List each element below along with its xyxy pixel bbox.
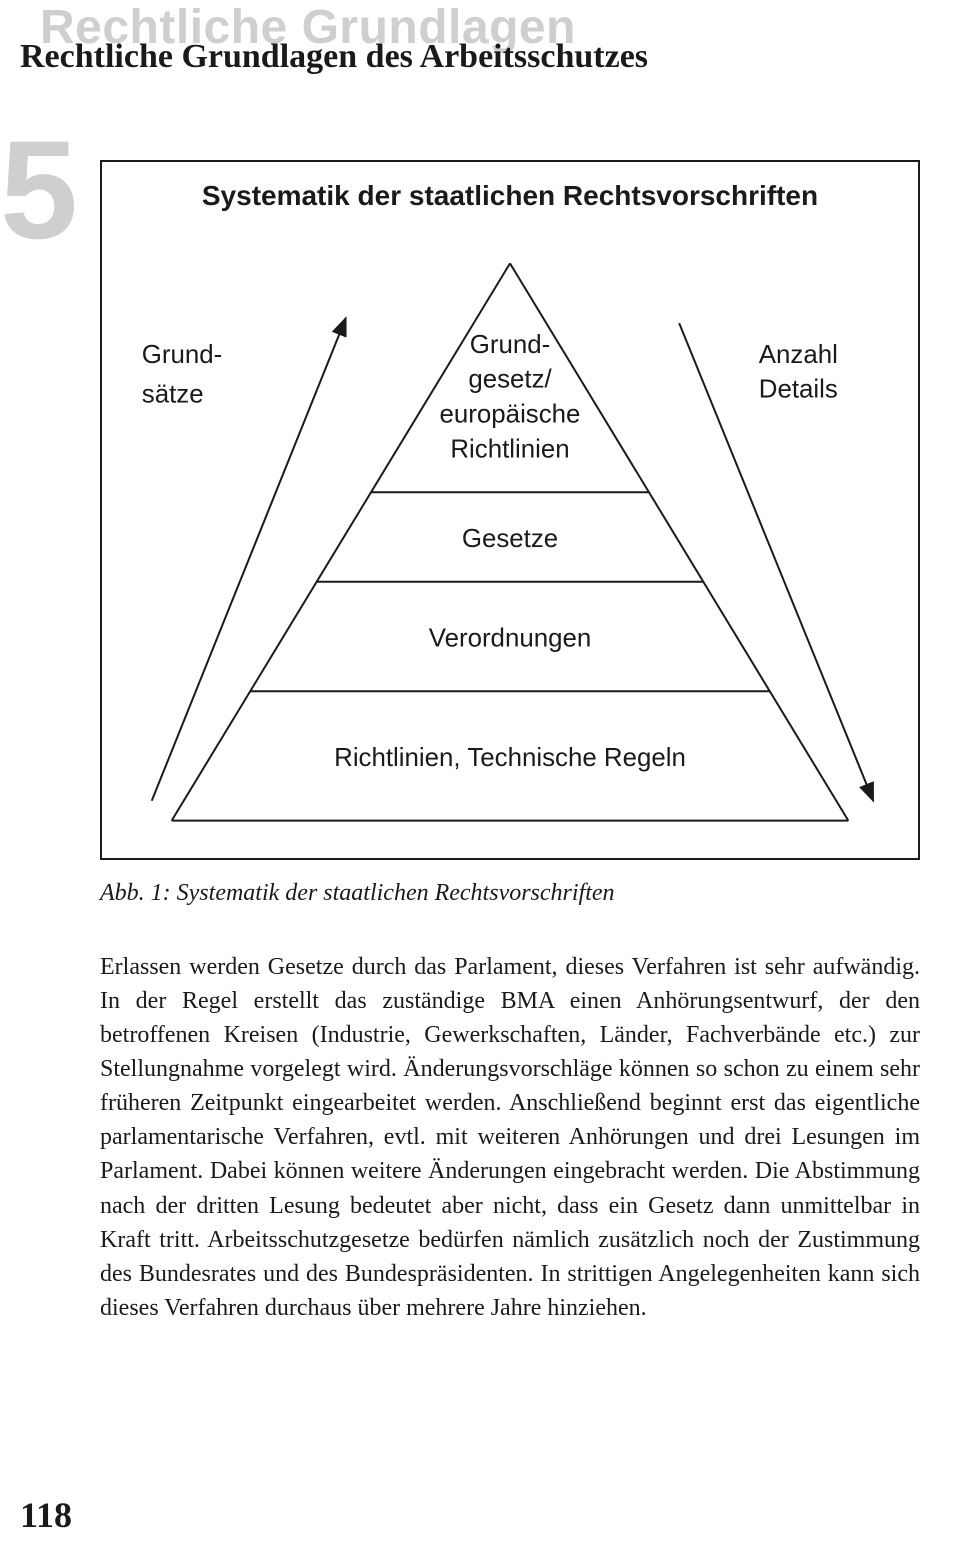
- right-axis-label-1: Anzahl: [759, 341, 838, 369]
- pyramid-level-3: Verordnungen: [429, 624, 591, 652]
- pyramid-level-1-line2: gesetz/: [468, 366, 552, 394]
- figure-container: Systematik der staatlichen Rechtsvorschr…: [100, 160, 920, 860]
- pyramid-level-1-line1: Grund-: [470, 331, 550, 359]
- figure-caption: Abb. 1: Systematik der staatlichen Recht…: [100, 880, 615, 907]
- right-axis-label-2: Details: [759, 376, 838, 404]
- chapter-number: 5: [0, 120, 78, 260]
- pyramid-level-1-line4: Richtlinien: [450, 435, 569, 463]
- figure-title: Systematik der staatlichen Rechtsvorschr…: [102, 180, 918, 212]
- left-axis-label-2: sätze: [142, 381, 204, 409]
- pyramid-diagram: Grund- sätze Anzahl Details Grund- geset…: [102, 232, 918, 852]
- header-title: Rechtliche Grundlagen des Arbeitsschutze…: [20, 38, 648, 76]
- pyramid-level-4: Richtlinien, Technische Regeln: [334, 744, 686, 772]
- page-number: 118: [20, 1494, 72, 1536]
- body-paragraph: Erlassen werden Gesetze durch das Parlam…: [100, 950, 920, 1325]
- pyramid-level-1-line3: europäische: [440, 401, 581, 429]
- left-axis-label-1: Grund-: [142, 341, 222, 369]
- pyramid-level-2: Gesetze: [462, 525, 558, 553]
